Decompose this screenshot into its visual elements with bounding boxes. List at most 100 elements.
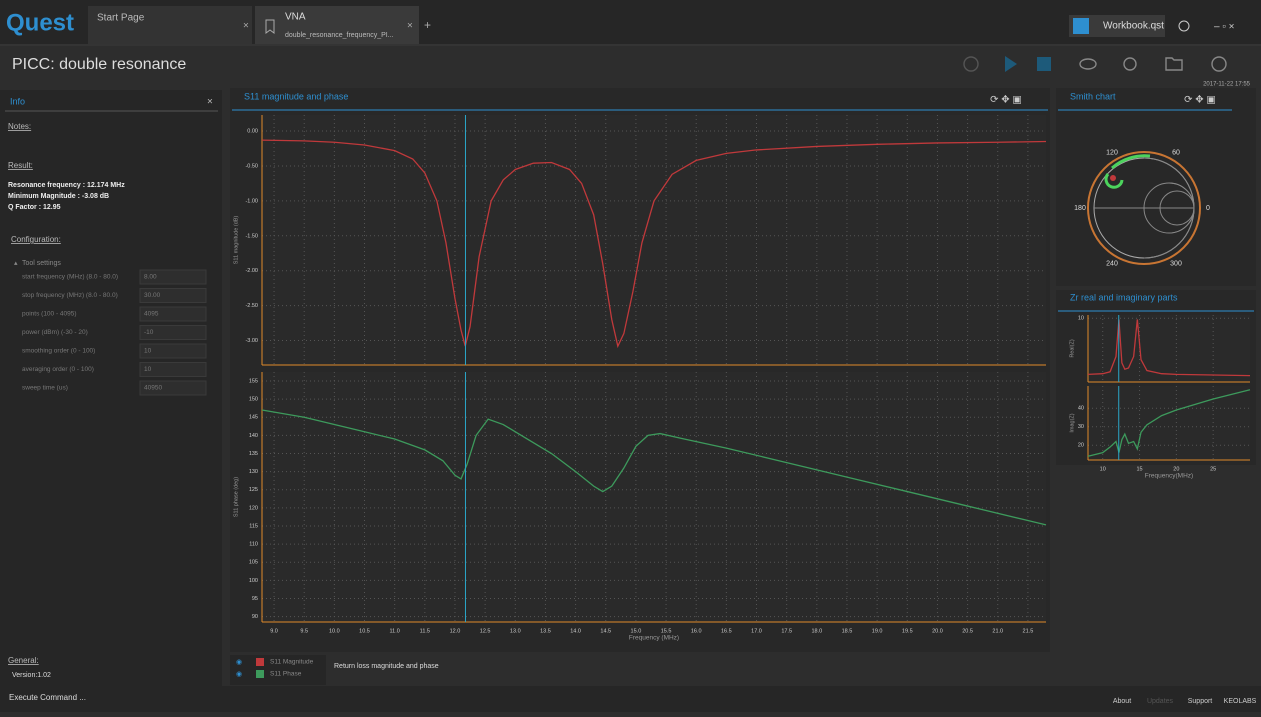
panel-title: S11 magnitude and phase [244,91,348,101]
y-tick-label: 130 [249,469,258,475]
field-label: averaging order (0 - 100) [22,366,94,373]
y-tick-label: 95 [252,596,258,602]
series-line [1087,319,1251,377]
y-tick-label: -1.00 [245,198,258,204]
plugin-button[interactable] [1123,57,1137,71]
y-tick-label: 155 [249,379,258,385]
series-line [261,409,1047,526]
smith-label: 120 [1106,149,1118,156]
smith-label: 60 [1172,149,1180,156]
folder-button[interactable] [1165,57,1183,71]
x-tick-label: 10.0 [329,628,340,634]
field-input[interactable] [139,380,207,396]
x-tick-label: 11.0 [390,628,400,634]
x-tick-label: 12.0 [450,628,461,634]
settings-button[interactable] [963,56,979,72]
x-tick-label: 10.5 [359,628,370,634]
y-axis-label: S11 phase (deg) [233,477,239,517]
result-line: Minimum Magnitude : -3.08 dB [8,193,109,200]
stop-button[interactable] [1037,57,1051,71]
y-tick-label: 0.00 [247,129,258,135]
field-input[interactable] [139,306,207,322]
footer-link[interactable]: Support [1188,698,1213,705]
field-value: 10 [144,348,152,355]
x-tick-label: 10 [1100,466,1106,472]
help-button[interactable] [1211,56,1227,72]
field-input[interactable] [139,288,207,303]
theme-icon[interactable] [1178,20,1190,32]
y-tick-label: -2.50 [245,303,258,309]
plot-area [1088,386,1250,460]
x-tick-label: 20.0 [932,628,943,634]
footer-link[interactable]: Updates [1147,698,1174,705]
window-controls[interactable]: – ▫ × [1214,22,1235,33]
footer-link[interactable]: About [1113,698,1131,705]
field-input[interactable] [139,343,207,359]
x-tick-label: 19.5 [902,628,913,634]
tab-subtitle: double_resonance_frequency_PI... [285,32,394,39]
series-line [261,139,1047,349]
smith-label: 300 [1170,260,1182,267]
page-title: PICC: double resonance [12,56,186,73]
y-tick-label: 150 [249,397,258,403]
legend-eye[interactable]: ◉ [236,671,242,678]
panel-title: Zr real and imaginary parts [1070,292,1178,302]
field-input[interactable] [139,269,207,285]
workbook-button[interactable] [1069,15,1165,37]
x-axis-label: Frequency(MHz) [1145,473,1193,480]
tab-close[interactable]: × [243,21,249,32]
legend-label: S11 Magnitude [270,659,314,666]
y-tick-label: 120 [249,505,258,511]
tab-label: Start Page [97,13,145,24]
footer-link[interactable]: KEOLABS [1224,698,1257,705]
legend-eye[interactable]: ◉ [236,659,242,666]
legend-swatch [256,670,264,678]
x-tick-label: 18.5 [842,628,853,634]
y-tick-label: -3.00 [245,338,258,344]
field-label: power (dBm) (-30 - 20) [22,329,88,336]
y-tick-label: -1.50 [245,233,258,239]
tab-add[interactable]: + [424,18,431,32]
run-button[interactable] [1005,56,1017,72]
field-label: sweep time (us) [22,385,68,392]
chart-tools[interactable]: ⟳ ✥ ▣ [990,95,1022,106]
x-tick-label: 25 [1210,466,1216,472]
y-tick-label: 110 [249,542,258,548]
field-value: 4095 [144,311,159,318]
x-tick-label: 16.5 [721,628,732,634]
command-button[interactable]: Execute Command ... [9,693,86,702]
footer [0,686,1261,712]
y-tick-label: 20 [1078,443,1084,449]
expander[interactable]: ▴ [14,260,18,267]
x-tick-label: 13.5 [540,628,551,634]
x-tick-label: 15.0 [631,628,642,634]
y-tick-label: 125 [249,487,258,493]
result-line: Resonance frequency : 12.174 MHz [8,182,125,189]
x-tick-label: 17.5 [781,628,792,634]
smith-arc [1143,157,1195,259]
chart-tools[interactable]: ⟳ ✥ ▣ [1184,95,1216,106]
tab-close[interactable]: × [407,21,413,32]
x-tick-label: 20 [1173,466,1179,472]
y-axis-label: S11 magnitude (dB) [233,216,239,265]
field-input[interactable] [139,362,207,377]
tab[interactable] [255,6,419,44]
result-label: Result: [8,161,33,170]
view-button[interactable] [1079,58,1097,70]
tab-label: VNA [285,12,306,23]
y-tick-label: 30 [1078,424,1084,430]
x-tick-label: 12.5 [480,628,491,634]
smith-label: 0 [1206,205,1210,212]
tab[interactable] [88,6,252,44]
x-tick-label: 20.5 [962,628,973,634]
y-tick-label: 100 [249,578,258,584]
x-tick-label: 16.0 [691,628,702,634]
field-input[interactable] [139,325,207,340]
y-tick-label: 145 [249,415,258,421]
smith-label: 180 [1074,205,1086,212]
info-close[interactable]: × [207,97,213,108]
toolbar [963,56,1227,72]
field-label: points (100 - 4095) [22,311,77,318]
y-axis-label: Real(Z) [1069,339,1075,358]
field-value: -10 [144,329,154,336]
